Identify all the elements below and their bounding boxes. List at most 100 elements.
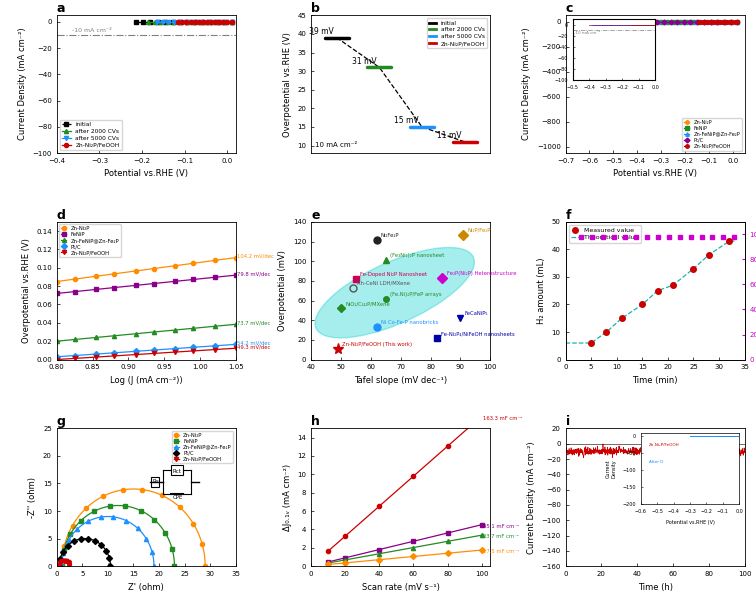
X-axis label: Time (min): Time (min): [632, 376, 678, 385]
Text: 54.2 mV/dec: 54.2 mV/dec: [237, 340, 271, 345]
Zn-FeNiP@Zn-Fe₂P: [443, 529, 452, 537]
Measured value: [617, 315, 626, 322]
Zn-Ni₂P/FeOOH: [324, 548, 333, 555]
Zn-Ni₂P/FeOOH: [341, 532, 350, 540]
FeNiP: [375, 550, 384, 558]
Theoretical value: [662, 284, 671, 291]
Line: Zn-FeNiP@Zn-Fe₂P: Zn-FeNiP@Zn-Fe₂P: [326, 523, 484, 564]
Line: Zn-Ni₂P: Zn-Ni₂P: [326, 548, 484, 567]
Text: a: a: [57, 2, 65, 15]
Y-axis label: Overpotential vs.RHE (V): Overpotential vs.RHE (V): [21, 238, 30, 343]
Text: g: g: [57, 416, 66, 428]
Theoretical value: [561, 339, 570, 346]
Zn-FeNiP@Zn-Fe₂P: [375, 546, 384, 553]
Text: 73.7 mV/dec: 73.7 mV/dec: [237, 320, 271, 325]
Text: 33.7 mF cm⁻²: 33.7 mF cm⁻²: [483, 534, 519, 540]
X-axis label: Potential vs.RHE (V): Potential vs.RHE (V): [613, 170, 697, 179]
Text: 39 mV: 39 mV: [309, 27, 333, 36]
Text: f: f: [565, 209, 571, 222]
Legend: Zn-Ni₂P, FeNiP, Zn-FeNiP@Zn-Fe₂P, Pt/C, Zn-Ni₂P/FeOOH: Zn-Ni₂P, FeNiP, Zn-FeNiP@Zn-Fe₂P, Pt/C, …: [172, 431, 233, 463]
Text: Ni₂P/Fe₂P: Ni₂P/Fe₂P: [467, 228, 491, 233]
Text: 31 mV: 31 mV: [352, 57, 376, 65]
Measured value: [705, 251, 714, 258]
FeNiP: [477, 531, 486, 539]
Measured value: [587, 339, 596, 346]
Zn-Ni₂P/FeOOH: [375, 502, 384, 510]
Zn-Ni₂P: [341, 559, 350, 567]
Text: d: d: [57, 209, 66, 222]
Zn-FeNiP@Zn-Fe₂P: [477, 521, 486, 528]
X-axis label: Log (J (mA cm⁻²)): Log (J (mA cm⁻²)): [110, 376, 183, 385]
Y-axis label: Overpotential vs.RHE (V): Overpotential vs.RHE (V): [283, 32, 292, 136]
Legend: Measured value, Theoretical value: Measured value, Theoretical value: [569, 225, 641, 242]
Line: FeNiP: FeNiP: [326, 533, 484, 565]
Zn-FeNiP@Zn-Fe₂P: [324, 558, 333, 565]
Zn-Ni₂P: [375, 556, 384, 564]
Measured value: [638, 301, 647, 308]
Legend: initial, after 2000 CVs, after 5000 CVs, Zn-Ni₂P/FeOOH: initial, after 2000 CVs, after 5000 CVs,…: [60, 120, 122, 150]
Y-axis label: ΔJ₀.₁ᵥ (mA cm⁻²): ΔJ₀.₁ᵥ (mA cm⁻²): [283, 464, 292, 531]
Legend: initial, after 2000 CVs, after 5000 CVs, Zn-Ni₂P/FeOOH: initial, after 2000 CVs, after 5000 CVs,…: [426, 18, 488, 48]
Measured value: [602, 328, 611, 335]
Text: h: h: [311, 416, 320, 428]
Text: Fe-Ni₂P₄/NiFeOH nanosheets: Fe-Ni₂P₄/NiFeOH nanosheets: [441, 331, 514, 336]
Zn-Ni₂P: [477, 547, 486, 554]
FeNiP: [324, 559, 333, 567]
Text: 104.2 mV/dec: 104.2 mV/dec: [237, 253, 274, 259]
Ellipse shape: [315, 247, 475, 338]
Zn-FeNiP@Zn-Fe₂P: [341, 554, 350, 561]
FeNiP: [409, 544, 418, 551]
X-axis label: Tafel slope (mV dec⁻¹): Tafel slope (mV dec⁻¹): [354, 376, 448, 385]
Text: c: c: [565, 2, 573, 15]
Text: (Fe,Ni)₂P/FeP arrays: (Fe,Ni)₂P/FeP arrays: [390, 292, 442, 297]
Text: 79.8 mV/dec: 79.8 mV/dec: [237, 271, 271, 276]
Text: 163.3 mF cm⁻²: 163.3 mF cm⁻²: [483, 416, 523, 420]
Text: i: i: [565, 416, 569, 428]
Text: Fe₂P(Ni₂P) Heterostructure: Fe₂P(Ni₂P) Heterostructure: [447, 271, 516, 276]
Theoretical value: [721, 240, 730, 247]
Theoretical value: [725, 237, 734, 245]
Measured value: [653, 287, 662, 294]
Theoretical value: [600, 329, 609, 337]
Text: 15 mV: 15 mV: [395, 116, 419, 125]
X-axis label: Scan rate (mV s⁻¹): Scan rate (mV s⁻¹): [361, 583, 440, 592]
Text: Ni₂Fe₂P: Ni₂Fe₂P: [381, 233, 399, 238]
Theoretical value: [593, 334, 603, 341]
Y-axis label: -Z'' (ohm): -Z'' (ohm): [28, 477, 37, 518]
Line: Measured value: Measured value: [588, 238, 732, 346]
Text: Zn-Ni₂P/FeOOH (This work): Zn-Ni₂P/FeOOH (This work): [342, 342, 412, 347]
Measured value: [668, 282, 677, 289]
Text: Rh-CeNi LDH/MXene: Rh-CeNi LDH/MXene: [357, 281, 410, 286]
Y-axis label: Current Density (mA cm⁻²): Current Density (mA cm⁻²): [18, 28, 27, 141]
X-axis label: Time (h): Time (h): [637, 583, 673, 592]
Text: (Fe₃Ni₁)₂P nanosheet: (Fe₃Ni₁)₂P nanosheet: [390, 253, 445, 258]
Y-axis label: H₂ amount (mL): H₂ amount (mL): [537, 258, 546, 324]
Text: Ni Co-Fe-P nanobricks: Ni Co-Fe-P nanobricks: [381, 320, 438, 326]
Line: Zn-Ni₂P/FeOOH: Zn-Ni₂P/FeOOH: [326, 414, 484, 553]
Theoretical value: [716, 243, 725, 250]
Y-axis label: Overpotential (mV): Overpotential (mV): [278, 250, 287, 331]
Line: Theoretical value: Theoretical value: [565, 241, 734, 343]
Zn-Ni₂P: [409, 553, 418, 560]
FeNiP: [443, 538, 452, 545]
Measured value: [725, 237, 734, 245]
Zn-Ni₂P: [443, 550, 452, 557]
Legend: Zn-Ni₂P, FeNiP, Zn-FeNiP@Zn-Fe₂P, Pt/C, Zn-Ni₂P/FeOOH: Zn-Ni₂P, FeNiP, Zn-FeNiP@Zn-Fe₂P, Pt/C, …: [59, 225, 121, 257]
Zn-Ni₂P/FeOOH: [477, 412, 486, 420]
Text: 17.5 mF cm⁻²: 17.5 mF cm⁻²: [483, 550, 519, 554]
Zn-Ni₂P: [324, 561, 333, 568]
Theoretical value: [648, 292, 657, 299]
FeNiP: [341, 556, 350, 564]
Zn-Ni₂P/FeOOH: [409, 472, 418, 480]
Text: b: b: [311, 2, 320, 15]
Y-axis label: Current Density (mA cm⁻²): Current Density (mA cm⁻²): [527, 441, 536, 554]
Text: 11 mV: 11 mV: [437, 131, 461, 140]
Theoretical value: [730, 237, 739, 245]
Text: 45.1 mF cm⁻²: 45.1 mF cm⁻²: [483, 524, 519, 529]
Text: Fe-Doped Ni₂P Nanosheet: Fe-Doped Ni₂P Nanosheet: [360, 272, 427, 277]
Zn-FeNiP@Zn-Fe₂P: [409, 537, 418, 545]
Legend: Zn-Ni₂P, FeNiP, Zn-FeNiP@Zn-Fe₂P, Pt/C, Zn-Ni₂P/FeOOH: Zn-Ni₂P, FeNiP, Zn-FeNiP@Zn-Fe₂P, Pt/C, …: [683, 118, 742, 151]
Y-axis label: Current Density (mA cm⁻²): Current Density (mA cm⁻²): [522, 28, 531, 141]
Text: 10 mA cm⁻²: 10 mA cm⁻²: [315, 143, 358, 149]
Text: -10 mA cm⁻²: -10 mA cm⁻²: [72, 28, 111, 32]
